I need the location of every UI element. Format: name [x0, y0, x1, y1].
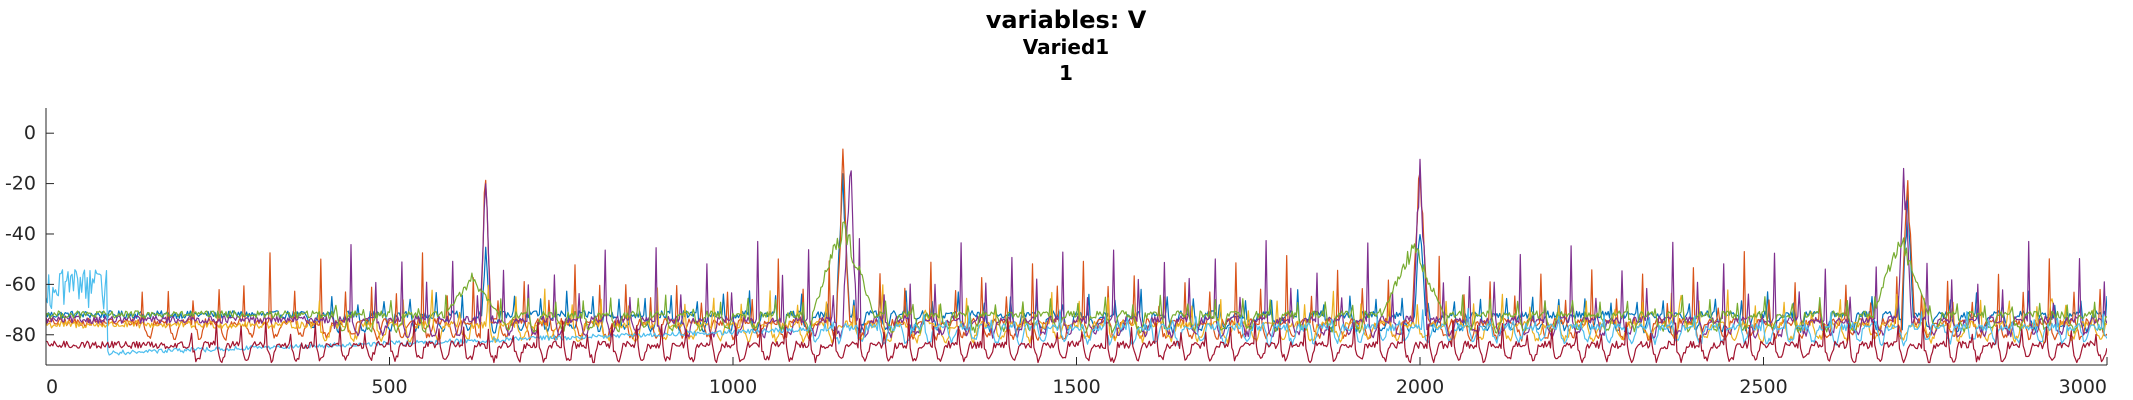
- x-tick-label: 0: [46, 376, 58, 398]
- y-tick-label: -40: [5, 223, 36, 245]
- x-tick-label: 2000: [1396, 376, 1444, 398]
- chart-title: variables: V: [986, 6, 1147, 34]
- x-tick-label: 1500: [1052, 376, 1100, 398]
- chart-subtitle-2: 1: [1059, 61, 1073, 85]
- x-tick-label: 500: [371, 376, 407, 398]
- axes: 0 500 1000 1500 2000 2500 3000 0 -20 -40 -60 -80: [5, 108, 2108, 398]
- series-line-5: [46, 221, 2107, 334]
- y-tick-label: -20: [5, 173, 36, 195]
- series-line-7: [46, 317, 2107, 364]
- x-tick-label: 1000: [709, 376, 757, 398]
- y-tick-label: 0: [24, 122, 36, 144]
- plot-area: [46, 148, 2107, 364]
- series-line-6: [46, 269, 2107, 356]
- x-tick-label: 3000: [2059, 376, 2107, 398]
- x-tick-label: 2500: [1739, 376, 1787, 398]
- y-tick-label: -80: [5, 324, 36, 346]
- y-tick-label: -60: [5, 273, 36, 295]
- chart-subtitle: Varied1: [1023, 35, 1109, 59]
- series-line-3: [46, 284, 2107, 344]
